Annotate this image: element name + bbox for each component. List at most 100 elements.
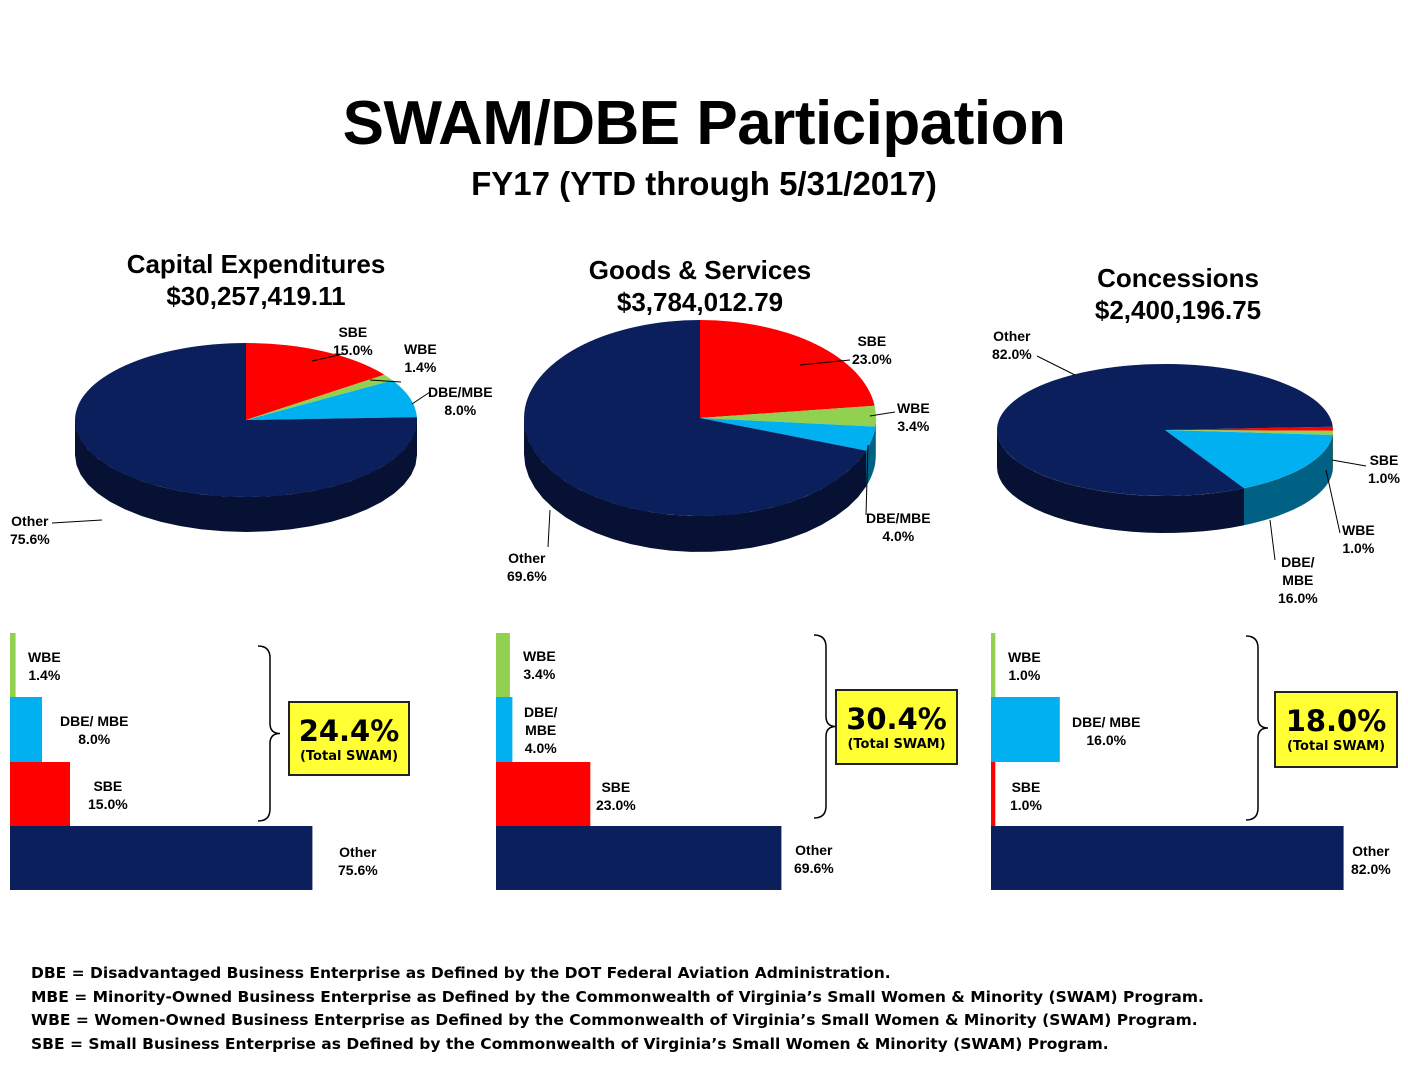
pie-slice-dbe-mbe [1165,430,1333,489]
bar-label-sbe: SBE 1.0% [1010,779,1042,813]
pie-slice-dbe-mbe [246,380,417,420]
pie-label-dbe-mbe: DBE/MBE 4.0% [866,510,931,544]
bar-label-wbe: WBE 3.4% [523,648,556,682]
bar-dbe-mbe [496,697,513,762]
page-title: SWAM/DBE Participation [342,89,1066,158]
bar-label-other: Other 69.6% [794,842,834,876]
pie-title-text: Goods & Services [588,255,812,285]
bar-label-other: Other 82.0% [1351,843,1391,877]
bar-wbe [10,633,16,697]
bar-other [10,826,313,890]
bar-label-other: Other 75.6% [338,844,378,878]
bar-chart-2 [496,633,837,890]
brace [813,634,837,819]
bar-dbe-mbe [991,697,1060,762]
pie-title-text: Concessions [1097,263,1259,293]
bar-label-dbe-mbe: DBE/MBE 4.0% [524,704,558,756]
pie-slice-sbe [246,343,385,420]
pie-side-other [524,418,866,552]
bar-chart-3 [991,633,1344,890]
footnote-wbe: WBE = Women-Owned Business Enterprise as… [31,1011,1198,1030]
pie-amount-text: $3,784,012.79 [616,287,784,317]
pie-amount-text: $30,257,419.11 [166,281,346,311]
bar-label-wbe: WBE 1.4% [28,649,61,683]
bar-other [991,826,1344,890]
leader-line [51,519,103,524]
pie-chart-3 [997,355,1367,561]
bar-label-dbe-mbe: DBE/ MBE 8.0% [60,713,129,747]
brace [1245,635,1269,821]
pie-title-3: Concessions $2,400,196.75 [968,262,1388,326]
bar-label-dbe-mbe: DBE/ MBE 16.0% [1072,714,1141,748]
leader-line [869,411,896,417]
leader-line [1325,469,1341,534]
pie-side-other [75,420,417,532]
pie-slice-wbe [1165,430,1333,435]
leader-line [799,359,851,366]
pie-label-wbe: WBE 1.0% [1342,522,1375,556]
page-subtitle: FY17 (YTD through 5/31/2017) [471,165,937,202]
leader-line [1331,459,1367,467]
leader-line [369,379,402,383]
pie-chart-2 [524,320,896,552]
pie-amount-text: $2,400,196.75 [1094,295,1262,325]
pie-slice-other [997,363,1333,496]
footnote-sbe: SBE = Small Business Enterprise as Defin… [31,1034,1109,1053]
bar-other [496,826,782,890]
pie-label-wbe: WBE 3.4% [897,400,930,434]
leader-line [865,444,869,516]
pie-chart-1 [51,343,431,532]
footnote-dbe: DBE = Disadvantaged Business Enterprise … [31,964,891,982]
pie-side-other [997,430,1244,533]
bar-wbe [496,633,510,697]
pie-side-dbe-mbe [1244,435,1333,526]
pie-label-other: Other 75.6% [10,513,50,547]
total-swam-box: 24.4% (Total SWAM) [288,701,410,776]
pie-title-2: Goods & Services $3,784,012.79 [490,254,910,318]
bar-wbe [991,633,996,697]
pie-side-wbe [1332,430,1333,472]
bar-sbe [991,762,996,826]
pie-slice-other [75,343,418,497]
leader-line [1036,355,1076,376]
bar-sbe [10,762,70,826]
pie-slice-dbe-mbe [700,418,876,451]
pie-slice-sbe [700,320,875,418]
leader-line [311,353,344,362]
leader-line [1269,519,1276,561]
pie-title-1: Capital Expenditures $30,257,419.11 [46,248,466,312]
leader-line [547,509,551,548]
pie-label-dbe-mbe: DBE/MBE 16.0% [1278,554,1318,606]
bar-chart-1 [10,633,313,890]
total-swam-box: 18.0% (Total SWAM) [1274,691,1398,768]
pie-label-other: Other 82.0% [992,328,1032,362]
total-swam-label: (Total SWAM) [1286,739,1386,754]
pie-label-sbe: SBE 23.0% [852,333,892,367]
bar-label-wbe: WBE 1.0% [1008,649,1041,683]
total-swam-label: (Total SWAM) [299,749,399,764]
footnotes: DBE = Disadvantaged Business Enterprise … [31,962,1204,1056]
pie-slice-sbe [1165,426,1334,431]
bar-sbe [496,762,591,826]
footnote-mbe: MBE = Minority-Owned Business Enterprise… [31,987,1204,1006]
total-swam-percent: 18.0% [1285,704,1387,738]
total-swam-label: (Total SWAM) [847,737,946,752]
bar-label-sbe: SBE 23.0% [596,779,636,813]
pie-slice-wbe [246,374,393,420]
pie-title-text: Capital Expenditures [126,249,386,279]
pie-label-sbe: SBE 1.0% [1368,452,1400,486]
pie-slice-other [524,320,866,516]
total-swam-percent: 24.4% [298,714,400,748]
leader-line [411,391,431,405]
pie-slice-wbe [700,405,876,427]
pie-label-other: Other 69.6% [507,550,547,584]
total-swam-percent: 30.4% [846,702,947,736]
bar-dbe-mbe [10,697,42,762]
pie-side-dbe-mbe [866,426,876,487]
pie-side-wbe [875,418,876,463]
pie-label-wbe: WBE 1.4% [404,341,437,375]
total-swam-box: 30.4% (Total SWAM) [835,689,958,765]
pie-label-dbe-mbe: DBE/MBE 8.0% [428,384,493,418]
brace [257,645,281,822]
